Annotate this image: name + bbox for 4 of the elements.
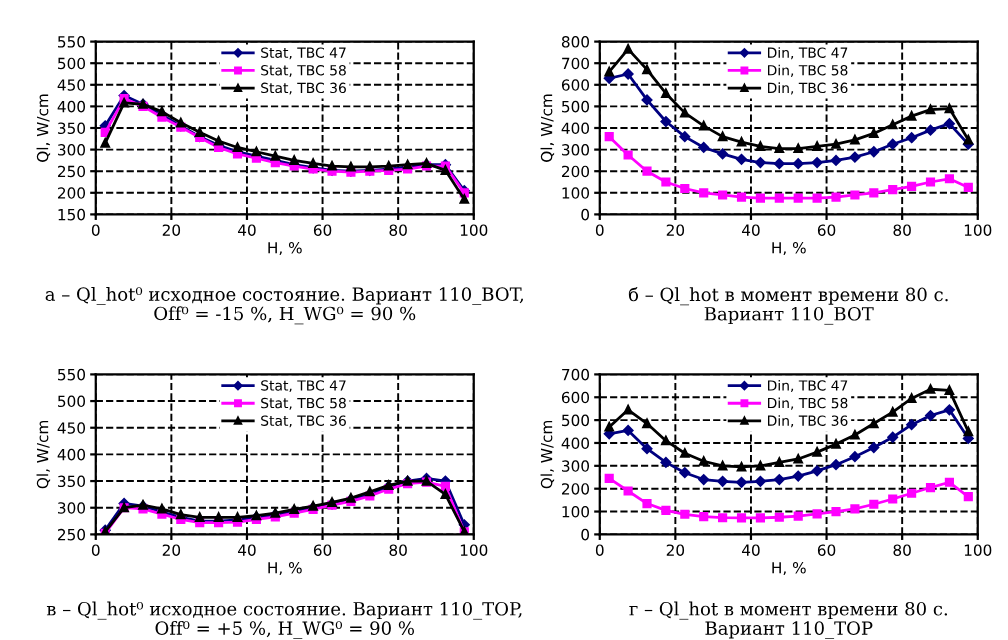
text: г – Ql_hot в момент времени 80 с. Вариант 110_TOP	[629, 601, 948, 639]
text: в – Ql_hot⁰ исходное состояние. Вариант 110_TOP, Off⁰ = +5 %, H_WG⁰ = 90 %	[46, 601, 522, 639]
text: б – Ql_hot в момент времени 80 с. Вариант 110_BOT	[628, 286, 948, 325]
text: а – Ql_hot⁰ исходное состояние. Вариант 110_BOT, Off⁰ = -15 %, H_WG⁰ = 90 %	[45, 286, 524, 325]
